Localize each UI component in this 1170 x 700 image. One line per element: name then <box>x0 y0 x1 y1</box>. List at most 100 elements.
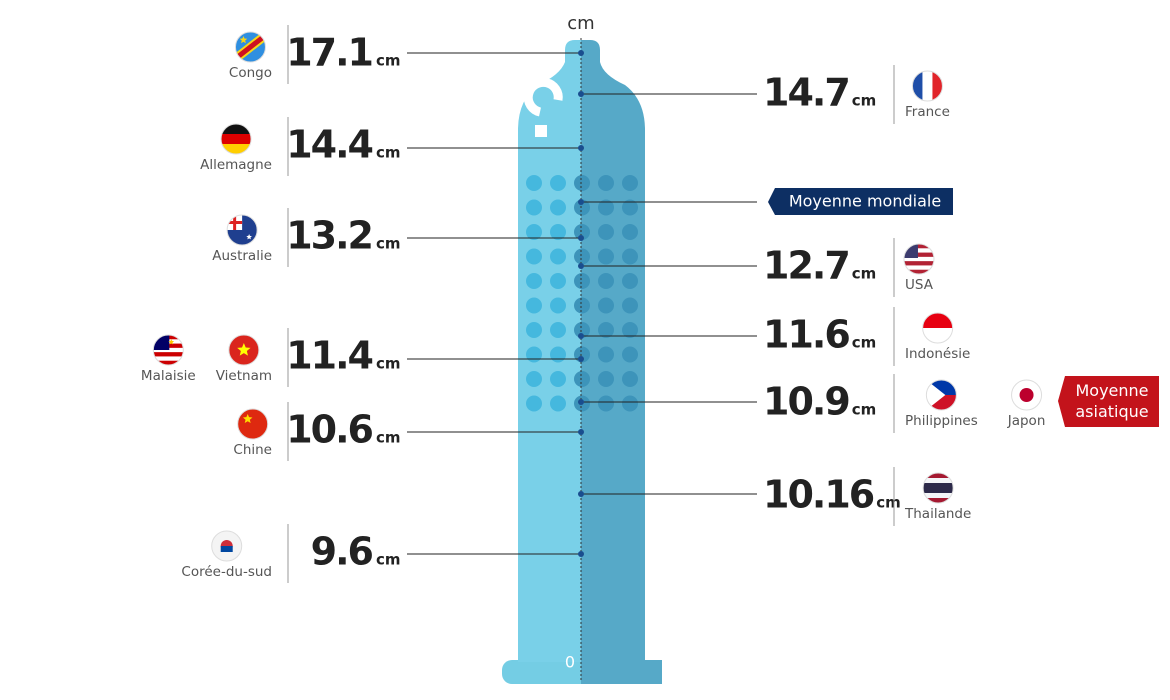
unit: cm <box>376 551 401 569</box>
flag-body <box>923 473 954 503</box>
texture-dot <box>550 199 566 216</box>
texture-dot <box>622 273 638 289</box>
texture-dot <box>574 297 590 314</box>
texture-dot <box>574 322 590 338</box>
texture-dot <box>526 224 542 240</box>
texture-dot <box>622 322 638 338</box>
texture-dot <box>598 248 614 265</box>
country-name: Corée-du-sud <box>181 564 272 580</box>
flag-body <box>922 313 953 343</box>
flag-part <box>220 546 233 552</box>
unit: cm <box>852 92 877 110</box>
country-name: Vietnam <box>216 368 272 384</box>
flag-part <box>903 256 934 262</box>
flag-part <box>221 134 252 145</box>
flag-border <box>228 334 260 366</box>
marker <box>578 199 584 205</box>
marker <box>578 145 584 151</box>
marker <box>578 356 584 362</box>
flag-part <box>903 244 934 249</box>
country-name: Allemagne <box>200 157 272 173</box>
flag <box>1011 379 1043 411</box>
texture-dot <box>526 175 542 191</box>
flag-border <box>922 312 954 344</box>
texture-dot <box>526 371 542 387</box>
texture-dot <box>574 224 590 240</box>
texture-dot <box>598 273 614 289</box>
unit: cm <box>852 265 877 283</box>
unit: cm <box>876 494 901 512</box>
value: 10.9 <box>763 380 849 424</box>
texture-dot <box>550 273 566 289</box>
marker <box>578 91 584 97</box>
country-name: Malaisie <box>141 368 196 384</box>
flag-part <box>903 261 934 266</box>
flag-part <box>903 265 934 271</box>
country-name: Congo <box>229 65 272 81</box>
flag-body <box>1011 380 1042 410</box>
flag-body <box>912 71 943 101</box>
flag-part <box>923 483 954 489</box>
flag-border <box>237 408 269 440</box>
flag-border <box>911 70 943 102</box>
texture-dot <box>550 395 566 412</box>
flag-border <box>925 379 957 411</box>
flag-body <box>221 124 252 154</box>
country-name: Indonésie <box>905 346 970 362</box>
flag <box>211 530 243 562</box>
marker <box>578 333 584 339</box>
unit: cm <box>852 401 877 419</box>
flag-part <box>922 328 953 343</box>
value: 11.4 <box>286 334 372 378</box>
country-name: Chine <box>233 442 272 458</box>
texture-dot <box>622 371 638 387</box>
flag-part <box>923 478 954 484</box>
flag-body <box>235 32 266 62</box>
flag-part <box>923 473 954 479</box>
flag-star <box>246 234 252 240</box>
flag-star <box>168 339 175 345</box>
texture-dot <box>574 273 590 289</box>
flag-star <box>237 343 251 356</box>
texture-dot <box>622 199 638 216</box>
flag-border <box>234 31 266 63</box>
texture-dot <box>550 346 566 363</box>
flag <box>903 243 935 275</box>
texture-dot <box>550 322 566 338</box>
value: 12.7 <box>763 244 849 288</box>
texture-dot <box>550 175 566 191</box>
unit: cm <box>376 429 401 447</box>
texture-dot <box>526 346 542 363</box>
texture-dot <box>598 322 614 338</box>
texture-dot <box>526 395 542 412</box>
flag-body <box>228 335 259 365</box>
condom <box>502 38 662 684</box>
marker <box>578 263 584 269</box>
flag-body <box>211 531 242 561</box>
value: 17.1 <box>286 31 372 75</box>
flag-part <box>923 488 954 494</box>
marker <box>578 551 584 557</box>
texture-dot <box>574 175 590 191</box>
flag-star <box>239 36 248 44</box>
country-name: France <box>905 104 950 120</box>
unit: cm <box>376 355 401 373</box>
flag-part <box>903 252 934 258</box>
texture-dot <box>598 395 614 412</box>
flag <box>911 70 943 102</box>
texture-dot <box>526 248 542 265</box>
texture-dot <box>550 248 566 265</box>
unit: cm <box>852 334 877 352</box>
flag-part <box>221 124 252 135</box>
texture-dot <box>574 248 590 265</box>
texture-dot <box>598 371 614 387</box>
marker <box>578 50 584 56</box>
unit: cm <box>376 52 401 70</box>
value: 11.6 <box>763 313 849 357</box>
flag <box>226 214 258 246</box>
flag <box>234 31 266 63</box>
flag <box>922 312 954 344</box>
flag-part <box>932 71 943 101</box>
flag-part <box>923 498 954 503</box>
